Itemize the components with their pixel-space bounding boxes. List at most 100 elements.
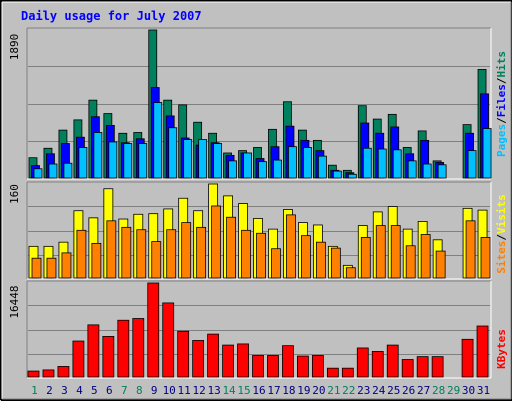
pages-bar-day-12: [199, 140, 207, 178]
legend-hits: Hits: [495, 51, 508, 78]
pages-bar-day-26: [408, 161, 416, 178]
legend-sites: Sites: [495, 241, 508, 274]
visits-sites-panel: [27, 182, 491, 279]
sites-bar-day-20: [316, 242, 325, 278]
day-label-3: 3: [61, 384, 68, 397]
sites-bar-day-27: [421, 234, 430, 278]
kbytes-bar-day-22: [342, 368, 353, 377]
day-label-13: 13: [207, 384, 220, 397]
pages-bar-day-21: [333, 171, 341, 178]
day-label-19: 19: [297, 384, 310, 397]
pages-bar-day-31: [483, 129, 491, 178]
day-label-22: 22: [342, 384, 355, 397]
pages-bar-day-17: [273, 160, 281, 178]
pages-bar-day-5: [94, 132, 102, 178]
pages-bar-day-13: [214, 144, 222, 178]
sites-bar-day-4: [77, 230, 86, 278]
day-label-25: 25: [387, 384, 400, 397]
top-y-max-label: 1890: [8, 34, 21, 61]
pages-bar-day-7: [124, 144, 132, 178]
pages-bar-day-27: [423, 164, 431, 178]
day-label-23: 23: [357, 384, 370, 397]
kbytes-bar-day-15: [238, 344, 249, 377]
kbytes-bar-day-10: [163, 303, 174, 377]
sites-bar-day-2: [47, 258, 56, 278]
legend-files: Files: [495, 84, 508, 117]
sites-bar-day-30: [466, 221, 475, 278]
right-label-bot: KBytes: [495, 329, 508, 369]
pages-bar-day-24: [378, 149, 386, 178]
sites-bar-day-7: [122, 227, 131, 278]
pages-bar-day-11: [184, 140, 192, 178]
day-label-30: 30: [462, 384, 475, 397]
day-label-24: 24: [372, 384, 386, 397]
pages-bar-day-16: [259, 162, 267, 178]
sites-bar-day-3: [62, 253, 71, 278]
sites-bar-day-28: [436, 251, 445, 278]
kbytes-bar-day-21: [327, 368, 338, 377]
sites-bar-day-21: [331, 248, 340, 278]
sites-bar-day-26: [406, 246, 415, 278]
legend-pages: Pages: [495, 124, 508, 157]
pages-bar-day-25: [393, 150, 401, 178]
sites-bar-day-9: [152, 242, 161, 278]
day-label-29: 29: [447, 384, 460, 397]
kbytes-bar-day-25: [387, 345, 398, 377]
day-label-15: 15: [237, 384, 250, 397]
kbytes-bar-day-4: [73, 341, 84, 377]
kbytes-bar-day-31: [477, 326, 488, 377]
day-label-20: 20: [312, 384, 325, 397]
sites-bar-day-18: [286, 215, 295, 278]
kbytes-bar-day-14: [223, 345, 234, 377]
pages-bar-day-6: [109, 142, 117, 178]
pages-bar-day-20: [318, 156, 326, 178]
sites-bar-day-16: [257, 233, 266, 278]
pages-bar-day-28: [438, 165, 446, 178]
right-label-top: Pages/Files/Hits: [495, 51, 508, 157]
kbytes-bar-day-13: [208, 334, 219, 377]
kbytes-bar-day-30: [462, 339, 473, 377]
kbytes-bar-day-6: [103, 336, 114, 377]
kbytes-bar-day-11: [178, 331, 189, 377]
kbytes-bar-day-8: [133, 319, 144, 377]
day-label-8: 8: [136, 384, 143, 397]
pages-bar-day-8: [139, 144, 147, 178]
pages-bar-day-10: [169, 128, 177, 178]
mid-y-max-label: 160: [8, 184, 21, 204]
kbytes-bar-day-28: [432, 357, 443, 377]
sites-bar-day-31: [481, 237, 490, 278]
sites-bar-day-22: [346, 268, 355, 278]
day-label-5: 5: [91, 384, 98, 397]
day-label-31: 31: [477, 384, 490, 397]
pages-bar-day-3: [64, 163, 72, 178]
day-label-26: 26: [402, 384, 415, 397]
legend-visits: Visits: [495, 194, 508, 234]
kbytes-panel: [27, 281, 491, 378]
day-label-10: 10: [163, 384, 176, 397]
pages-bar-day-4: [79, 147, 87, 178]
day-label-2: 2: [46, 384, 53, 397]
kbytes-bar-day-18: [282, 346, 293, 377]
pages-bar-day-30: [468, 151, 476, 178]
sites-bar-day-1: [32, 258, 41, 278]
day-label-16: 16: [252, 384, 265, 397]
day-label-18: 18: [282, 384, 295, 397]
sites-bar-day-14: [227, 217, 236, 278]
pages-bar-day-9: [154, 103, 162, 178]
sites-bar-day-5: [92, 243, 101, 278]
sites-bar-day-12: [197, 227, 206, 278]
day-label-12: 12: [193, 384, 206, 397]
sites-bar-day-11: [182, 223, 191, 278]
sites-bar-day-17: [271, 249, 280, 278]
pages-bar-day-2: [49, 164, 57, 178]
sites-bar-day-6: [107, 221, 116, 278]
sites-bar-day-10: [167, 230, 176, 278]
kbytes-bar-day-7: [118, 320, 129, 377]
day-label-21: 21: [327, 384, 340, 397]
day-label-4: 4: [76, 384, 83, 397]
legend-kbytes: KBytes: [495, 329, 508, 369]
pages-bar-day-19: [303, 147, 311, 178]
pages-bar-day-14: [229, 161, 237, 178]
